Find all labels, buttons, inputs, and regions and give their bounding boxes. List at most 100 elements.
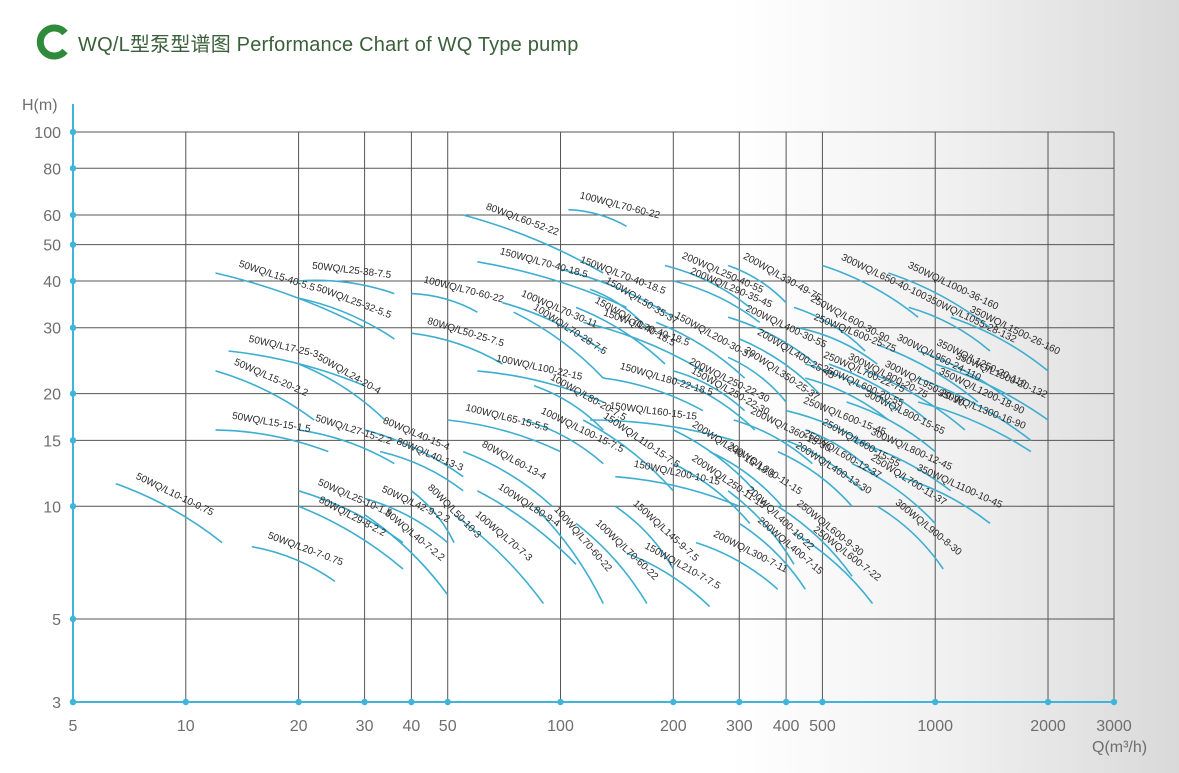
x-tick-dot — [361, 698, 368, 706]
pump-curve — [727, 490, 795, 565]
x-tick-dot — [557, 698, 564, 706]
grid-layer — [73, 131, 1115, 703]
pump-curve — [851, 462, 936, 524]
y-tick-label: 10 — [43, 499, 61, 516]
pump-curve — [727, 356, 787, 403]
pump-curve — [673, 377, 756, 431]
pump-curve — [864, 370, 966, 431]
pump-curve — [411, 332, 503, 365]
pump-curve — [560, 268, 674, 318]
pump-curve-label: 50WQ/L25-38-7.5 — [312, 261, 393, 281]
x-tick-label: 500 — [809, 718, 836, 735]
x-tick-label: 3000 — [1096, 718, 1132, 735]
x-tick-dot — [1110, 698, 1118, 706]
pump-curve — [917, 350, 1013, 403]
pump-curve — [738, 522, 806, 590]
pump-curve-label: 150WQ/L70-40-18.5 — [499, 246, 590, 281]
pump-curve — [533, 384, 604, 431]
pump-curve — [846, 401, 936, 453]
pump-curve — [695, 541, 779, 590]
pump-curve — [805, 377, 889, 421]
x-tick-dot — [182, 698, 189, 706]
pump-curve — [672, 429, 756, 492]
pump-curve — [477, 261, 627, 309]
pump-curve-label: 50WQ/L10-10-0.75 — [134, 471, 216, 518]
pump-curve-label: 100WQ/L100-22-15 — [495, 353, 584, 383]
pump-curve — [410, 490, 455, 543]
x-tick-dot — [444, 698, 451, 706]
x-tick-label: 20 — [290, 718, 308, 735]
pump-curve — [727, 264, 787, 304]
pump-curve — [615, 475, 740, 508]
pump-curve — [733, 419, 813, 465]
pump-curve — [934, 363, 1049, 421]
pump-curve — [523, 419, 604, 465]
x-tick-dot — [408, 698, 415, 706]
pump-curve-label: 100WQ/L70-60-22 — [579, 190, 662, 221]
y-tick-label: 5 — [52, 612, 61, 629]
pump-curve-label: 80WQ/L50-25-7.5 — [426, 316, 506, 350]
pump-curve — [805, 429, 878, 478]
pump-curve — [411, 292, 478, 313]
x-tick-label: 5 — [69, 718, 78, 735]
pump-curve — [709, 450, 783, 507]
pump-curve — [950, 316, 1049, 372]
pump-curve — [672, 462, 751, 524]
pump-curve — [447, 419, 561, 453]
pump-curve — [575, 306, 666, 365]
y-tick-label: 40 — [43, 274, 61, 291]
y-axis-title: H(m) — [22, 97, 58, 114]
brand-logo-icon — [36, 24, 68, 60]
pump-curve — [477, 490, 577, 565]
pump-curve — [533, 505, 604, 604]
pump-curve — [453, 513, 545, 604]
pump-curve — [876, 505, 944, 570]
x-tick-label: 30 — [356, 718, 374, 735]
pump-curve — [793, 532, 874, 604]
pump-curve — [777, 450, 853, 507]
chart-header: WQ/L型泵型谱图 Performance Chart of WQ Type p… — [36, 22, 579, 62]
pump-curve — [582, 419, 674, 492]
pump-curve — [626, 552, 711, 608]
pump-curve — [888, 272, 991, 329]
pump-curve — [364, 497, 449, 544]
pump-curve-label: 50WQ/L20-7-0.75 — [266, 530, 345, 568]
x-tick-label: 100 — [547, 718, 574, 735]
chart-title: WQ/L型泵型谱图 Performance Chart of WQ Type p… — [78, 33, 579, 56]
pump-curve — [673, 280, 761, 324]
x-tick-label: 400 — [773, 718, 800, 735]
x-tick-dot — [932, 698, 939, 706]
x-tick-dot — [782, 698, 790, 706]
pump-curve — [738, 338, 820, 395]
pump-curve — [917, 377, 1032, 442]
pump-curve — [502, 301, 604, 352]
y-tick-label: 60 — [43, 208, 61, 225]
pump-curve — [462, 214, 604, 274]
x-tick-dot — [736, 698, 743, 706]
pump-curve-label: 50WQ/L27-15-2.2 — [314, 413, 394, 448]
pump-curve — [655, 321, 746, 379]
pump-curve-label: 80WQ/L60-52-22 — [484, 202, 560, 239]
pump-curve — [298, 363, 386, 421]
x-tick-dot — [670, 698, 677, 706]
pump-curve — [793, 306, 866, 352]
pump-curve — [215, 370, 315, 421]
pump-curve-label: 50WQ/L15-40-5.5 — [237, 259, 316, 294]
pump-curve — [908, 306, 991, 352]
x-axis-title: Q(m³/h) — [1092, 739, 1147, 756]
pump-curve — [462, 450, 553, 507]
x-tick-label: 1000 — [917, 718, 953, 735]
pump-curve — [364, 513, 449, 596]
pump-curve — [477, 370, 604, 403]
y-tick-label: 20 — [43, 387, 61, 404]
pump-curve — [664, 264, 751, 309]
x-tick-dot — [295, 698, 302, 706]
pump-curve — [583, 321, 704, 372]
pump-curve — [228, 350, 365, 387]
pump-curve — [251, 545, 336, 583]
x-tick-label: 40 — [402, 718, 420, 735]
x-tick-dot — [1044, 698, 1052, 706]
y-tick-label: 30 — [43, 321, 61, 338]
pump-curve — [603, 377, 704, 412]
